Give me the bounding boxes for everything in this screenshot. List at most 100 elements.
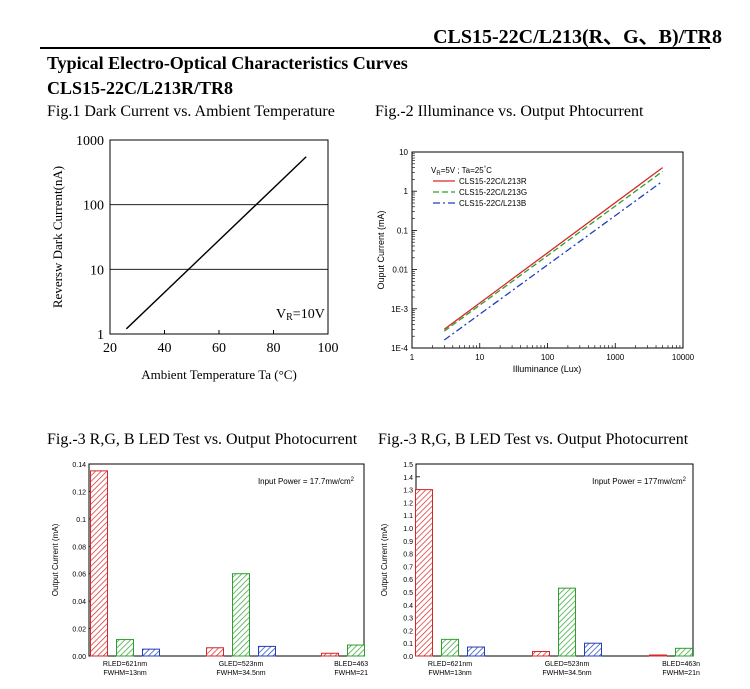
fig4-y-tick-label: 1.2 xyxy=(403,500,413,507)
document-title: CLS15-22C/L213(R、G、B)/TR8 xyxy=(433,26,722,48)
header-rule xyxy=(40,47,710,49)
fig4-bar xyxy=(584,642,602,657)
fig3-plot-frame xyxy=(88,463,365,657)
fig2-illuminance-chart: 1 10 100 1000 10000 1E-4 1E-3 0.01 0.1 1 10 VR=5V… xyxy=(376,148,695,374)
fig4-y-tick-label: 1.0 xyxy=(403,526,413,533)
fig3-y-tick-label: 0.14 xyxy=(72,462,86,469)
fig3-y-axis-label: Output Current (mA) xyxy=(51,523,60,596)
fig2-y-tick-label: 1E-3 xyxy=(391,305,408,314)
fig1-x-tick-label: 60 xyxy=(212,341,226,356)
fig4-group-label: GLED=523nm xyxy=(545,661,590,668)
fig3-y-tick-label: 0.1 xyxy=(76,517,86,524)
fig4-y-tick-label: 0.7 xyxy=(403,564,413,571)
fig3-y-tick-label: 0.08 xyxy=(72,544,86,551)
fig4-y-tick-label: 1.3 xyxy=(403,488,413,495)
fig3-y-tick-label: 0.00 xyxy=(72,654,86,661)
fig3-y-tick-label: 0.02 xyxy=(72,627,86,634)
fig4-group-label: BLED=463nm xyxy=(662,661,700,668)
fig4-bar xyxy=(441,638,459,657)
fig2-conditions: VR=5V ; Ta=25°C xyxy=(431,166,492,177)
fig2-legend: VR=5V ; Ta=25°C CLS15-22C/L213R CLS15-22C… xyxy=(431,166,527,208)
fig2-legend-label: CLS15-22C/L213G xyxy=(459,188,527,197)
fig2-y-ticks: 1E-4 1E-3 0.01 0.1 1 10 xyxy=(391,148,417,353)
fig3-group-fwhm: FWHM=34.5nm xyxy=(216,670,265,677)
fig4-bar xyxy=(415,489,433,657)
fig4-bar xyxy=(649,654,667,657)
fig3-bars xyxy=(90,470,365,657)
fig3-group-fwhm: FWHM=13nm xyxy=(103,670,147,677)
fig2-y-axis-label: Ouput Current (mA) xyxy=(376,210,386,289)
fig3-group-label: BLED=463nm xyxy=(334,661,368,668)
fig4-y-tick-label: 0.8 xyxy=(403,552,413,559)
fig2-legend-label: CLS15-22C/L213R xyxy=(459,177,527,186)
fig1-y-tick-label: 10 xyxy=(90,263,104,278)
fig1-dark-current-line xyxy=(125,156,307,330)
fig3-bar xyxy=(206,647,224,657)
fig3-rgb-test-chart-low: 0.00 0.02 0.04 0.06 0.08 0.1 0.12 0.14 RLED=621… xyxy=(51,462,368,677)
fig4-group-label: RLED=621nm xyxy=(428,661,472,668)
fig3-bar xyxy=(258,645,276,657)
fig2-x-tick-label: 1 xyxy=(410,353,415,362)
fig3-bar xyxy=(321,652,339,657)
fig1-x-axis-label: Ambient Temperature Ta (°C) xyxy=(141,367,297,382)
fig1-plot-frame xyxy=(109,139,329,335)
fig1-dark-current-chart: 20 40 60 80 100 1 10 100 1000 VR=10V Ambient Te… xyxy=(50,134,339,382)
section-subtitle: CLS15-22C/L213R/TR8 xyxy=(47,78,234,98)
fig1-grid xyxy=(110,139,328,335)
fig2-x-tick-label: 10 xyxy=(475,353,484,362)
fig1-y-tick-label: 1000 xyxy=(76,134,104,149)
fig3-group-fwhm: FWHM=21nm xyxy=(334,670,368,677)
fig3-y-tick-label: 0.04 xyxy=(72,599,86,606)
fig4-plot-frame xyxy=(415,463,694,657)
fig1-voltage-annotation: VR=10V xyxy=(276,307,325,323)
fig4-y-tick-label: 1.4 xyxy=(403,475,413,482)
fig3-bar xyxy=(116,639,134,657)
fig1-y-tick-label: 100 xyxy=(83,199,104,214)
fig3-y-tick-label: 0.12 xyxy=(72,489,86,496)
fig2-x-tick-label: 10000 xyxy=(672,353,695,362)
fig1-y-axis-label: Reversw Dark Current(nA) xyxy=(50,166,65,308)
fig4-input-power: Input Power = 177mw/cm2 xyxy=(592,477,686,486)
fig4-bar xyxy=(675,647,693,657)
fig4-group-fwhm: FWHM=13nm xyxy=(428,670,472,677)
fig4-y-axis-label: Output Current (mA) xyxy=(380,523,389,596)
fig1-x-tick-label: 80 xyxy=(267,341,281,356)
fig4-rgb-test-chart-high: 0.0 0.1 0.2 0.3 0.4 0.5 0.6 0.7 0.8 0.9 1.0 1.1 1.2 1… xyxy=(380,462,700,677)
fig2-series xyxy=(443,167,663,341)
fig4-y-tick-label: 1.1 xyxy=(403,513,413,520)
fig2-y-tick-label: 0.1 xyxy=(397,226,409,235)
fig4-y-tick-label: 0.2 xyxy=(403,628,413,635)
fig4-y-tick-label: 0.9 xyxy=(403,539,413,546)
fig3-group-label: GLED=523nm xyxy=(219,661,264,668)
fig3-group-label: RLED=621nm xyxy=(103,661,147,668)
fig4-y-tick-label: 0.4 xyxy=(403,603,413,610)
fig1-x-tick-label: 100 xyxy=(318,341,339,356)
fig3-y-tick-label: 0.06 xyxy=(72,572,86,579)
fig4-group-fwhm: FWHM=34.5nm xyxy=(542,670,591,677)
fig2-caption: Fig.-2 Illuminance vs. Output Phtocurren… xyxy=(375,103,644,120)
fig4-bar xyxy=(532,651,550,657)
fig4-y-tick-label: 0.0 xyxy=(403,654,413,661)
fig4-group-labels: RLED=621nm FWHM=13nm GLED=523nm FWHM=34.5nm… xyxy=(428,661,700,677)
fig4-y-tick-label: 0.1 xyxy=(403,641,413,648)
section-title: Typical Electro-Optical Characteristics … xyxy=(47,53,408,73)
fig3-y-ticks: 0.00 0.02 0.04 0.06 0.08 0.1 0.12 0.14 xyxy=(72,462,93,661)
fig4-y-tick-label: 0.5 xyxy=(403,590,413,597)
fig1-x-ticks: 20 40 60 80 100 xyxy=(103,330,339,356)
fig1-x-tick-label: 20 xyxy=(103,341,117,356)
fig4-group-fwhm: FWHM=21nm xyxy=(662,670,700,677)
fig3-bar xyxy=(90,470,108,657)
fig1-y-tick-label: 1 xyxy=(97,328,104,343)
fig4-y-tick-label: 0.6 xyxy=(403,577,413,584)
fig3-caption: Fig.-3 R,G, B LED Test vs. Output Photoc… xyxy=(47,431,358,448)
fig4-bar xyxy=(558,587,576,657)
fig4-caption: Fig.-3 R,G, B LED Test vs. Output Photoc… xyxy=(378,431,689,448)
fig2-series-line xyxy=(443,170,663,332)
fig4-y-tick-label: 1.5 xyxy=(403,462,413,469)
fig2-x-axis-label: Illuminance (Lux) xyxy=(513,364,582,374)
fig1-x-tick-label: 40 xyxy=(158,341,172,356)
fig2-legend-label: CLS15-22C/L213B xyxy=(459,199,526,208)
fig3-group-labels: RLED=621nm FWHM=13nm GLED=523nm FWHM=34.5nm… xyxy=(103,661,368,677)
fig3-bar xyxy=(142,648,160,657)
fig2-y-tick-label: 1E-4 xyxy=(391,344,408,353)
